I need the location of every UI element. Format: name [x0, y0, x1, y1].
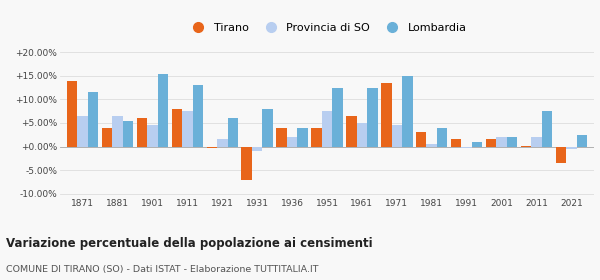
Bar	[123, 121, 133, 146]
Bar	[367, 88, 377, 146]
Bar	[147, 125, 158, 146]
Legend: Tirano, Provincia di SO, Lombardia: Tirano, Provincia di SO, Lombardia	[185, 20, 469, 35]
Bar	[217, 139, 227, 146]
Bar	[346, 116, 356, 146]
Bar	[227, 118, 238, 146]
Bar	[322, 111, 332, 146]
Bar	[332, 88, 343, 146]
Bar	[102, 128, 112, 146]
Bar	[427, 144, 437, 146]
Bar	[356, 123, 367, 146]
Bar	[287, 137, 298, 146]
Bar	[556, 146, 566, 163]
Bar	[137, 118, 147, 146]
Bar	[182, 111, 193, 146]
Bar	[542, 111, 552, 146]
Bar	[206, 146, 217, 148]
Bar	[381, 83, 392, 146]
Bar	[88, 92, 98, 146]
Bar	[252, 146, 262, 151]
Bar	[486, 139, 496, 146]
Text: COMUNE DI TIRANO (SO) - Dati ISTAT - Elaborazione TUTTITALIA.IT: COMUNE DI TIRANO (SO) - Dati ISTAT - Ela…	[6, 265, 319, 274]
Bar	[392, 125, 402, 146]
Bar	[172, 109, 182, 146]
Bar	[67, 81, 77, 146]
Bar	[531, 137, 542, 146]
Bar	[451, 139, 461, 146]
Text: Variazione percentuale della popolazione ai censimenti: Variazione percentuale della popolazione…	[6, 237, 373, 249]
Bar	[158, 74, 168, 146]
Bar	[461, 146, 472, 148]
Bar	[566, 146, 577, 149]
Bar	[507, 137, 517, 146]
Bar	[472, 142, 482, 146]
Bar	[112, 116, 123, 146]
Bar	[262, 109, 273, 146]
Bar	[416, 132, 427, 146]
Bar	[241, 146, 252, 179]
Bar	[577, 135, 587, 146]
Bar	[496, 137, 507, 146]
Bar	[402, 76, 413, 146]
Bar	[311, 128, 322, 146]
Bar	[298, 128, 308, 146]
Bar	[437, 128, 448, 146]
Bar	[193, 85, 203, 146]
Bar	[277, 128, 287, 146]
Bar	[77, 116, 88, 146]
